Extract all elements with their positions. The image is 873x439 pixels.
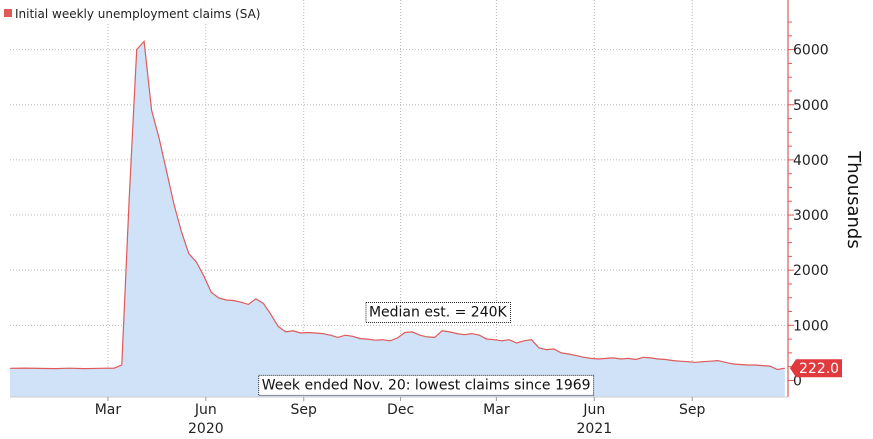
y-tick-label: 3000 xyxy=(793,208,829,224)
last-value-label: 222.0 xyxy=(799,361,839,377)
x-tick-label: Sep xyxy=(291,402,318,418)
x-tick-label: Mar xyxy=(95,402,122,418)
x-tick-label: Sep xyxy=(679,402,706,418)
series-area-fill xyxy=(10,41,785,398)
last-value: 222.0 xyxy=(790,359,842,378)
annotation-box xyxy=(365,302,512,324)
legend-box xyxy=(0,0,281,24)
x-year-label: 2020 xyxy=(188,421,224,437)
x-tick-label: Dec xyxy=(387,402,414,418)
y-tick-label: 2000 xyxy=(793,263,829,279)
last-value-badge xyxy=(790,359,842,378)
y-tick-label: 5000 xyxy=(793,98,829,114)
x-tick-label: Mar xyxy=(483,402,510,418)
axes: 0 1000 2000 3000 4000 5000 6000 Mar Jun Sep Dec Mar… xyxy=(10,0,829,437)
x-tick-label: Jun xyxy=(194,402,217,418)
legend-label: Initial weekly unemployment claims (SA) xyxy=(15,7,260,21)
x-tick-label: Jun xyxy=(582,402,605,418)
y-tick-label: 0 xyxy=(793,373,802,389)
x-year-label: 2021 xyxy=(576,421,612,437)
annotation-text: Week ended Nov. 20: lowest claims since … xyxy=(262,377,591,393)
y-axis-title: Thousands xyxy=(843,150,864,248)
y-tick-label: 6000 xyxy=(793,43,829,59)
annotation-box xyxy=(258,374,595,396)
series-line xyxy=(9,40,785,371)
annotation-text: Median est. = 240K xyxy=(369,305,508,321)
y-tick-label: 1000 xyxy=(793,318,829,334)
annotation: Week ended Nov. 20: lowest claims since … xyxy=(258,374,595,396)
annotations: Median est. = 240K Week ended Nov. 20: lo… xyxy=(258,302,595,396)
legend: Initial weekly unemployment claims (SA) xyxy=(0,0,281,24)
annotation: Median est. = 240K xyxy=(365,302,512,324)
legend-swatch xyxy=(4,9,12,17)
series-area xyxy=(9,40,785,398)
y-tick-label: 4000 xyxy=(793,153,829,169)
